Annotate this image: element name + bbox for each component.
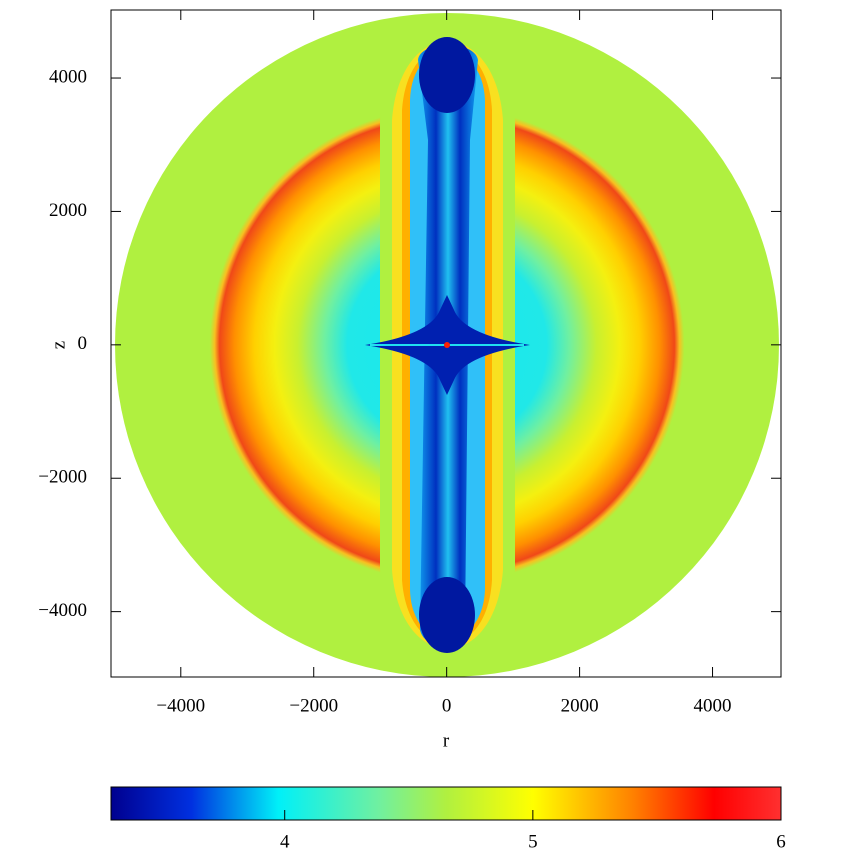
y-tick-label: 0 [78,333,88,354]
x-axis-label: r [443,730,450,751]
y-axis-label: z [48,341,69,349]
x-tick-label: 2000 [561,695,599,716]
colorbar-tick-label: 4 [280,831,290,851]
x-tick-label: −2000 [289,695,338,716]
y-tick-label: 2000 [49,200,87,221]
y-tick-label: 4000 [49,66,87,87]
colorbar [110,786,782,821]
heatmap [115,13,779,677]
x-tick-label: 0 [442,695,452,716]
plot-frame [110,9,782,678]
y-tick-label: −2000 [38,467,87,488]
y-tick-label: −4000 [38,600,87,621]
colorbar-tick-label: 6 [776,831,786,851]
colorbar-tick-label: 5 [528,831,538,851]
x-tick-label: 4000 [694,695,732,716]
jets [365,37,530,653]
x-tick-label: −4000 [156,695,205,716]
